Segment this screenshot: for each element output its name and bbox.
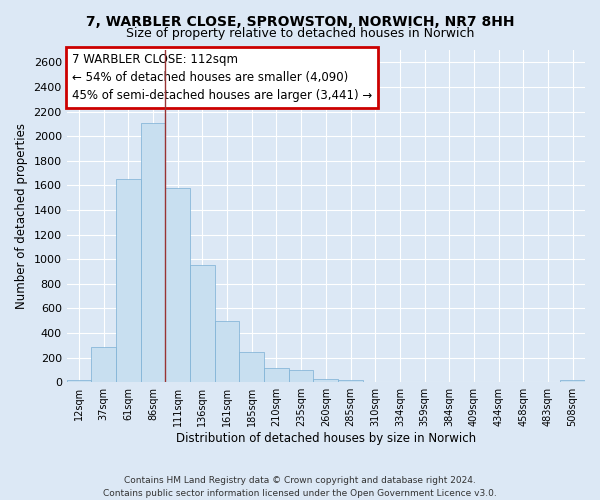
Bar — [560, 380, 585, 382]
Bar — [338, 380, 363, 382]
Bar — [264, 368, 289, 382]
Y-axis label: Number of detached properties: Number of detached properties — [15, 123, 28, 309]
Bar — [166, 188, 190, 382]
Bar — [141, 122, 166, 382]
Bar — [116, 179, 141, 382]
Text: Contains HM Land Registry data © Crown copyright and database right 2024.
Contai: Contains HM Land Registry data © Crown c… — [103, 476, 497, 498]
Bar — [215, 322, 239, 382]
X-axis label: Distribution of detached houses by size in Norwich: Distribution of detached houses by size … — [176, 432, 476, 445]
Bar — [313, 378, 338, 382]
Bar — [289, 370, 313, 382]
Bar — [91, 346, 116, 382]
Bar — [67, 380, 91, 382]
Text: 7, WARBLER CLOSE, SPROWSTON, NORWICH, NR7 8HH: 7, WARBLER CLOSE, SPROWSTON, NORWICH, NR… — [86, 15, 514, 29]
Bar — [239, 352, 264, 382]
Bar — [190, 264, 215, 382]
Text: Size of property relative to detached houses in Norwich: Size of property relative to detached ho… — [126, 28, 474, 40]
Text: 7 WARBLER CLOSE: 112sqm
← 54% of detached houses are smaller (4,090)
45% of semi: 7 WARBLER CLOSE: 112sqm ← 54% of detache… — [72, 54, 372, 102]
